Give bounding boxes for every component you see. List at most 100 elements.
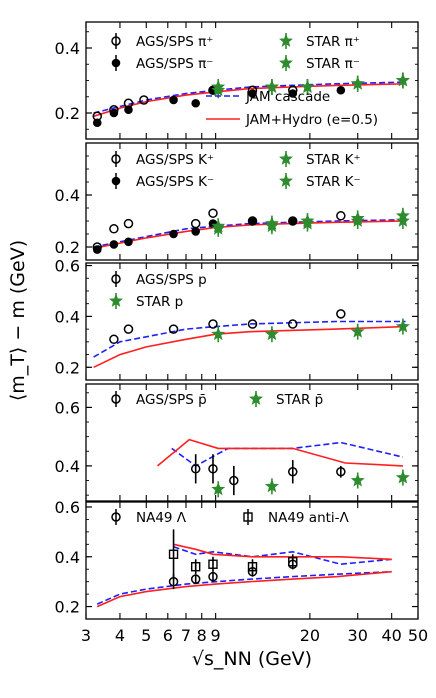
legend-marker xyxy=(111,176,121,186)
data-point xyxy=(288,467,298,477)
panel-proton: 0.2 0.4 0.6 AGS/SPS p STAR p xyxy=(55,257,419,381)
x-tick-label: 50 xyxy=(408,626,428,645)
data-point xyxy=(247,562,258,572)
y-tick-label: 0.2 xyxy=(55,238,80,257)
legend-marker xyxy=(111,58,121,68)
y-tick-label: 0.6 xyxy=(55,498,80,517)
x-tick-label: 8 xyxy=(197,626,207,645)
data-point xyxy=(190,562,201,572)
legend-label: STAR π⁻ xyxy=(306,56,360,72)
x-tick-label: 5 xyxy=(141,626,151,645)
chart-panels: 0.2 0.4 AGS/SPS π⁺ AGS/SPS π⁻ STAR π⁺ STAR π⁻… xyxy=(55,21,419,620)
x-axis: 3 4 5 6 7 8 9 20 30 40 50 xyxy=(81,626,428,645)
data-point xyxy=(288,319,298,329)
panel-frame xyxy=(85,262,419,381)
data-point xyxy=(336,309,346,319)
legend-label: AGS/SPS π⁺ xyxy=(136,34,213,50)
panel-frame xyxy=(85,501,419,620)
legend-label: AGS/SPS π⁻ xyxy=(136,56,213,72)
legend-label: AGS/SPS p̄ xyxy=(136,392,207,408)
x-axis-title: √s_NN (GeV) xyxy=(192,648,312,670)
data-point xyxy=(109,334,119,345)
data-point xyxy=(190,218,201,229)
legend-label: STAR p̄ xyxy=(276,392,323,408)
legend-label: AGS/SPS K⁻ xyxy=(136,174,214,190)
legend-label: JAM cascade xyxy=(245,89,330,105)
data-point xyxy=(229,475,239,486)
data-point xyxy=(109,224,119,234)
x-tick-label: 9 xyxy=(211,626,221,645)
curve-dashed xyxy=(96,570,392,605)
data-point xyxy=(190,574,201,584)
data-point xyxy=(109,108,119,118)
legend-marker xyxy=(111,274,121,284)
legend-label: STAR K⁺ xyxy=(306,152,361,168)
y-tick-label: 0.2 xyxy=(55,358,80,377)
data-point xyxy=(124,237,133,247)
y-axis-title: ⟨m_T⟩ − m (GeV) xyxy=(7,240,29,401)
legend-marker xyxy=(111,36,121,46)
y-tick-label: 0.2 xyxy=(55,104,80,123)
y-tick-label: 0.6 xyxy=(55,257,80,276)
data-point xyxy=(336,85,346,95)
x-tick-label: 3 xyxy=(81,626,91,645)
x-tick-label: 7 xyxy=(181,626,191,645)
curve-solid xyxy=(173,543,392,561)
data-point xyxy=(169,95,178,105)
y-tick-label: 0.6 xyxy=(55,398,80,417)
curve-dashed xyxy=(93,218,406,248)
data-point xyxy=(190,464,201,474)
legend-label: STAR π⁺ xyxy=(306,34,360,50)
panel-lambda: 0.2 0.4 0.6 NA49 Λ NA49 anti-Λ xyxy=(55,498,419,620)
curve-dashed xyxy=(173,546,392,566)
data-point xyxy=(139,95,149,105)
legend-label: STAR K⁻ xyxy=(306,174,361,190)
data-point xyxy=(168,324,179,334)
data-point xyxy=(208,464,218,474)
data-point xyxy=(288,557,298,567)
panel-kaon: 0.2 0.4 AGS/SPS K⁺ AGS/SPS K⁻ STAR K⁺ STAR K⁻ xyxy=(55,142,419,261)
legend-marker xyxy=(243,512,253,522)
y-tick-label: 0.4 xyxy=(55,39,80,58)
data-point xyxy=(92,118,102,128)
data-point xyxy=(248,216,257,226)
legend-marker xyxy=(111,154,121,164)
panel-pion: 0.2 0.4 AGS/SPS π⁺ AGS/SPS π⁻ STAR π⁺ STAR π⁻… xyxy=(55,21,419,140)
data-point xyxy=(208,319,218,329)
data-point xyxy=(123,324,134,334)
data-point xyxy=(208,208,218,218)
data-point xyxy=(123,218,134,229)
data-point xyxy=(208,559,218,569)
data-point xyxy=(288,216,298,226)
panel-frame xyxy=(85,383,419,502)
legend-label: AGS/SPS p xyxy=(136,272,207,288)
legend-label: NA49 Λ xyxy=(136,510,187,526)
x-tick-label: 30 xyxy=(348,626,368,645)
x-tick-label: 6 xyxy=(163,626,173,645)
curve-dashed xyxy=(93,81,406,114)
data-point xyxy=(247,319,258,329)
legend-label: JAM+Hydro (e=0.5) xyxy=(245,112,378,128)
data-point xyxy=(109,240,119,249)
curve-solid xyxy=(96,570,392,608)
x-tick-label: 20 xyxy=(300,626,320,645)
data-point xyxy=(168,549,179,559)
curve-dashed xyxy=(171,441,404,467)
data-point xyxy=(169,229,178,239)
curve-solid xyxy=(156,438,403,467)
legend-label: NA49 anti-Λ xyxy=(268,510,350,526)
data-point xyxy=(208,571,218,582)
legend-marker xyxy=(111,512,121,522)
x-tick-label: 4 xyxy=(115,626,125,645)
y-tick-label: 0.4 xyxy=(55,307,80,326)
data-point xyxy=(336,211,346,221)
panel-antiproton: 0.4 0.6 AGS/SPS p̄ STAR p̄ xyxy=(55,383,419,502)
y-tick-label: 0.2 xyxy=(55,598,80,617)
data-point xyxy=(248,89,257,98)
y-tick-label: 0.4 xyxy=(55,457,80,476)
data-point xyxy=(124,105,133,115)
curve-solid xyxy=(93,220,406,250)
y-tick-label: 0.4 xyxy=(55,548,80,567)
x-tick-label: 40 xyxy=(381,626,401,645)
